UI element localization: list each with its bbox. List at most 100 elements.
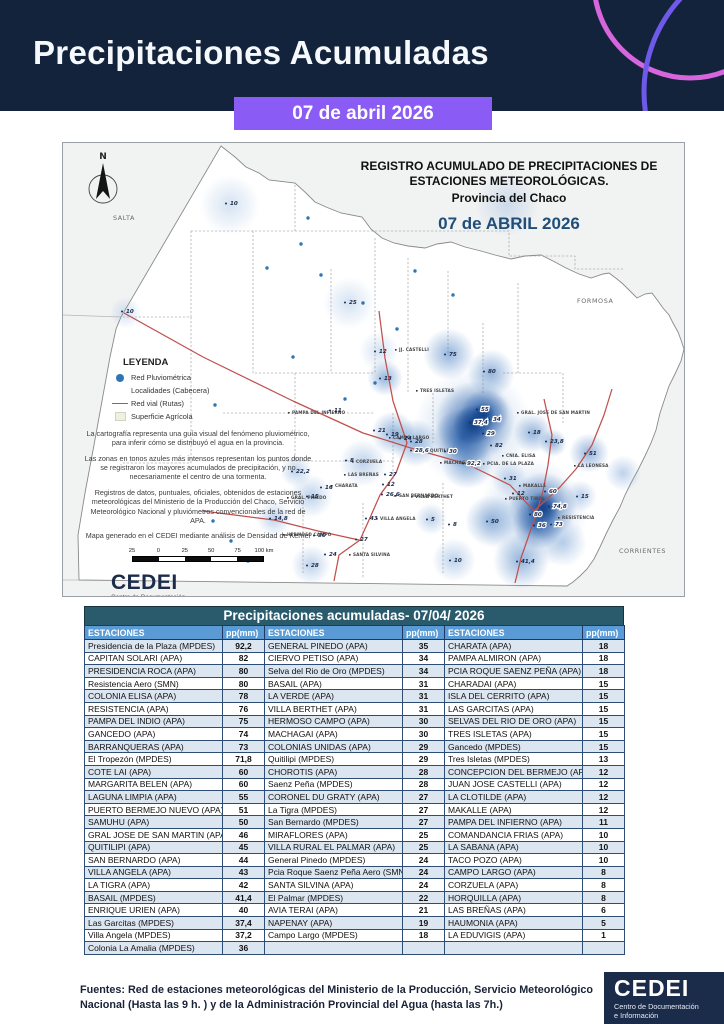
pp-value-cell: 44 [222, 853, 265, 867]
station-cell: Presidencia de la Plaza (MPDES) [84, 639, 223, 653]
col-header-pp-2: pp(mm) [402, 625, 445, 640]
station-cell: LAS GARCITAS (APA) [444, 701, 583, 716]
pp-value-cell: 15 [582, 727, 625, 741]
pp-value-cell: 11 [582, 815, 625, 829]
station-cell: CAMPO LARGO (APA) [444, 865, 583, 880]
map-town-label: GRAL. PINEDO [291, 495, 327, 500]
pp-value-cell: 15 [582, 676, 625, 691]
pp-value-cell: 42 [222, 878, 265, 892]
pp-value-cell: 74 [222, 727, 265, 741]
station-cell: SAMUHU (APA) [84, 815, 223, 829]
station-cell [264, 941, 403, 955]
station-cell: ISLA DEL CERRITO (APA) [444, 689, 583, 703]
table-row: Villa Angela (MPDES) 37,2 Campo Largo (MPD… [84, 928, 625, 943]
station-cell: LA EDUVIGIS (APA) [444, 928, 583, 943]
neighbor-province-labels: SALTA FORMOSA CORRIENTES [113, 214, 665, 555]
legend-item-label: Red Pluviométrica [131, 373, 191, 382]
station-cell: CHARADAI (APA) [444, 676, 583, 691]
station-cell: El Palmar (MPDES) [264, 890, 403, 905]
table-title: Precipitaciones acumuladas- 07/04/ 2026 [84, 606, 624, 625]
map-value-label: 22,2 [296, 469, 310, 475]
map-town-label: CHARATA [335, 483, 358, 488]
station-cell: CONCEPCION DEL BERMEJO (APA) [444, 764, 583, 779]
pp-value-cell: 29 [402, 739, 445, 754]
station-cell: Selva del Rio de Oro (MPDES) [264, 664, 403, 678]
station-cell: COTE LAI (APA) [84, 764, 223, 779]
map-town-label: QUITILIPI [430, 448, 453, 453]
pp-value-cell: 10 [582, 827, 625, 842]
station-cell: LA VERDE (APA) [264, 689, 403, 703]
map-value-label: 80 [534, 512, 542, 518]
pp-value-cell: 13 [582, 752, 625, 766]
table-row: Las Garcitas (MPDES) 37,4 NAPENAY (APA) 19 H… [84, 916, 625, 930]
map-value-label: 36 [538, 523, 546, 529]
pp-value-cell: 5 [582, 916, 625, 930]
pp-value-cell: 50 [222, 815, 265, 829]
pp-value-cell: 55 [222, 790, 265, 804]
map-town-label: PCIA. DE LA PLAZA [487, 461, 535, 466]
table-row: Presidencia de la Plaza (MPDES) 92,2 GENER… [84, 639, 625, 653]
map-value-label: 73 [555, 522, 563, 528]
map-card: N JJ. CASTELLI PAMPA DEL INFIERNO TRES ISL… [62, 142, 685, 597]
station-cell: MACHAGAI (APA) [264, 727, 403, 741]
map-value-label: 74,8 [553, 504, 567, 510]
line-legend-icon [109, 403, 131, 404]
pp-value-cell: 34 [402, 651, 445, 666]
pp-value-cell: 30 [402, 714, 445, 729]
map-value-label: 19 [391, 432, 399, 438]
map-value-label: 43 [370, 516, 378, 522]
station-cell: La Tigra (MPDES) [264, 802, 403, 817]
table-row: Resistencia Aero (SMN) 80 BASAIL (APA) 31 CH… [84, 676, 625, 691]
map-value-label: 50 [491, 519, 499, 525]
table-row: COLONIA ELISA (APA) 78 LA VERDE (APA) 31 ISL… [84, 689, 625, 703]
map-value-label: 55 [481, 407, 489, 413]
pp-value-cell: 18 [582, 651, 625, 666]
map-town-label: JJ. CASTELLI [398, 347, 429, 352]
station-cell: ENRIQUE URIEN (APA) [84, 903, 223, 918]
station-cell [444, 941, 583, 955]
pp-value-cell: 8 [582, 878, 625, 892]
map-value-label: 37,4 [474, 420, 488, 426]
station-cell: CIERVO PETISO (APA) [264, 651, 403, 666]
station-cell: SANTA SILVINA (APA) [264, 878, 403, 892]
station-cell: JUAN JOSE CASTELLI (APA) [444, 777, 583, 792]
table-row: RESISTENCIA (APA) 76 VILLA BERTHET (APA) 31… [84, 701, 625, 716]
table-row: CAPITAN SOLARI (APA) 82 CIERVO PETISO (APA… [84, 651, 625, 666]
pp-value-cell: 92,2 [222, 639, 265, 653]
scale-tick: 25 [181, 547, 189, 554]
table-row: VILLA ANGELA (APA) 43 Pcia Roque Saenz Peñ… [84, 865, 625, 880]
neighbor-province-label: FORMOSA [577, 297, 613, 305]
station-cell: BARRANQUERAS (APA) [84, 739, 223, 754]
map-value-label: 10 [230, 201, 238, 207]
station-cell: LA TIGRA (APA) [84, 878, 223, 892]
map-value-label: 8 [453, 522, 457, 528]
map-town-label: CORZUELA [356, 459, 383, 464]
station-cell: MIRAFLORES (APA) [264, 827, 403, 842]
pp-value-cell: 73 [222, 739, 265, 754]
station-cell: GANCEDO (APA) [84, 727, 223, 741]
table-row: MARGARITA BELEN (APA) 60 Saenz Peña (MPDES… [84, 777, 625, 792]
station-dots [211, 216, 455, 563]
map-value-label: 12 [379, 349, 387, 355]
map-value-label: 30 [318, 533, 326, 539]
map-date: 07 de ABRIL 2026 [438, 214, 580, 233]
station-cell: VILLA BERTHET (APA) [264, 701, 403, 716]
pp-value-cell: 35 [402, 639, 445, 653]
station-cell: QUITILIPI (APA) [84, 840, 223, 855]
map-town-label: LAS BREÑAS [348, 472, 379, 477]
station-cell: General Pinedo (MPDES) [264, 853, 403, 867]
station-cell: COLONIA ELISA (APA) [84, 689, 223, 703]
pp-value-cell: 78 [222, 689, 265, 703]
map-value-label: 12 [387, 482, 395, 488]
station-cell: HAUMONIA (APA) [444, 916, 583, 930]
pp-value-cell: 28 [402, 764, 445, 779]
map-town-label: CNIA. ELISA [506, 453, 536, 458]
pp-value-cell: 1 [582, 928, 625, 943]
station-cell: LA SABANA (APA) [444, 840, 583, 855]
pp-value-cell: 80 [222, 676, 265, 691]
station-cell: Campo Largo (MPDES) [264, 928, 403, 943]
table-header-row: ESTACIONES pp(mm) ESTACIONES pp(mm) ESTA… [84, 625, 625, 640]
legend-item-label: Red vial (Rutas) [131, 399, 184, 408]
pp-value-cell: 15 [582, 739, 625, 754]
pp-value-cell: 21 [402, 903, 445, 918]
